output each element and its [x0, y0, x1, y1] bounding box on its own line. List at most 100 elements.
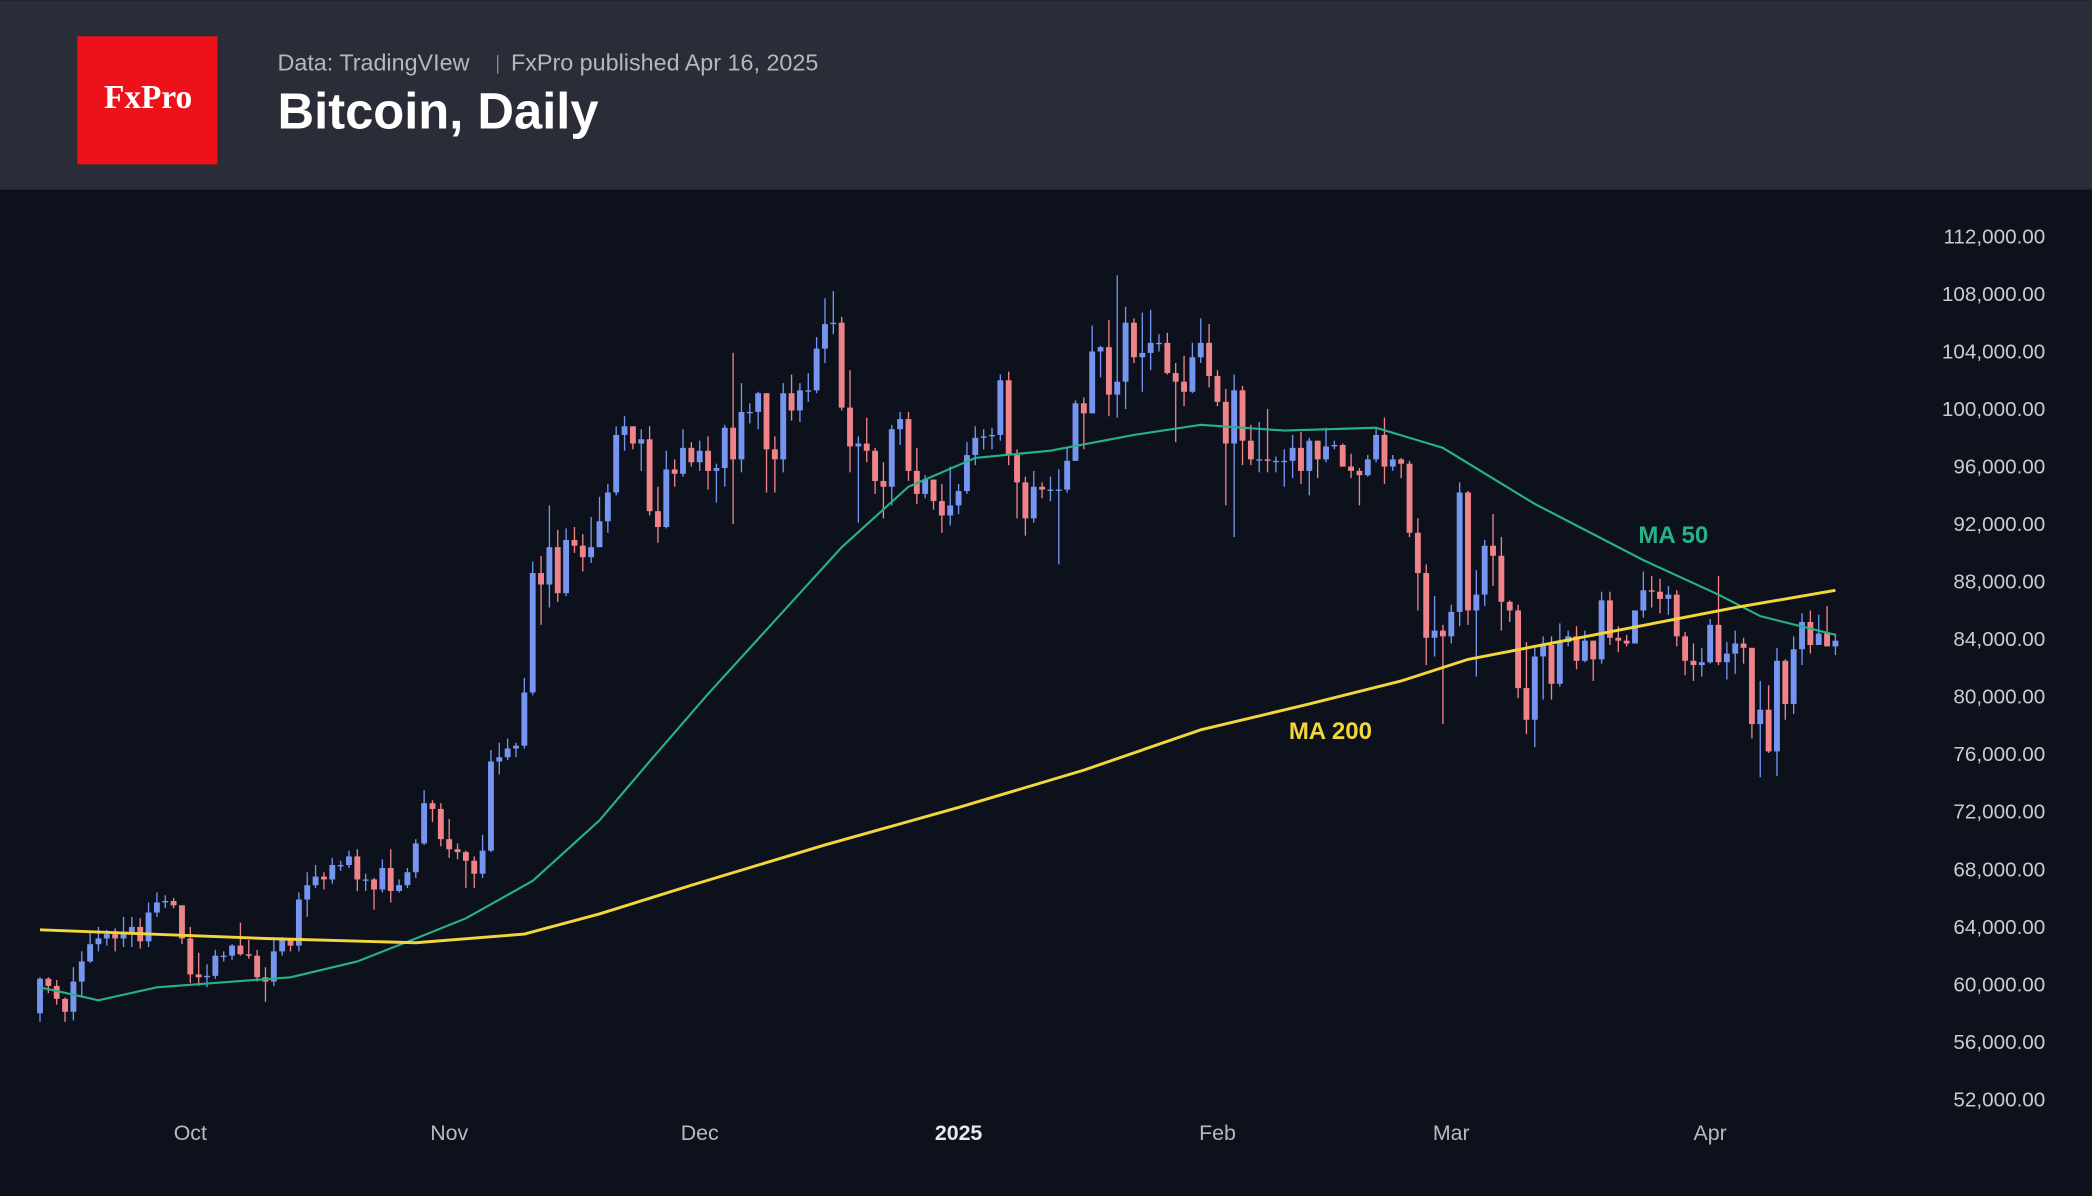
- candle-body: [905, 419, 912, 471]
- candle-body: [128, 926, 135, 935]
- candle-body: [663, 469, 670, 527]
- candle-body: [404, 872, 411, 886]
- candle-body: [1439, 630, 1446, 637]
- candle-body: [696, 450, 703, 463]
- candle-body: [304, 885, 311, 900]
- x-tick-label: Oct: [174, 1121, 207, 1145]
- y-tick-label: 76,000.00: [1953, 743, 2045, 766]
- logo: FxPro: [104, 79, 192, 116]
- candle-body: [805, 390, 812, 392]
- candle-body: [1698, 662, 1705, 666]
- candle-body: [437, 808, 444, 840]
- candle-body: [471, 860, 478, 874]
- candle-body: [963, 455, 970, 492]
- candle-body: [838, 322, 845, 408]
- candle-body: [62, 998, 68, 1012]
- candle-body: [1156, 342, 1162, 345]
- candle-body: [1298, 447, 1304, 471]
- candle-body: [179, 905, 185, 939]
- candle-body: [938, 501, 945, 516]
- candle-body: [170, 901, 177, 906]
- candle-body: [187, 938, 194, 975]
- candle-body: [571, 539, 578, 546]
- candle-body: [1707, 624, 1714, 663]
- candle-body: [554, 547, 561, 594]
- y-tick-label: 56,000.00: [1953, 1031, 2045, 1054]
- candle-body: [1523, 688, 1530, 720]
- candle-body: [621, 426, 628, 435]
- candle-body: [1615, 637, 1622, 641]
- candle-body: [1172, 373, 1179, 382]
- candle-body: [763, 393, 770, 450]
- candle-body: [379, 867, 386, 890]
- y-tick-label: 112,000.00: [1943, 225, 2045, 248]
- candle-body: [1039, 486, 1046, 490]
- ma-label: MA 200: [1289, 718, 1372, 745]
- candle-body: [972, 437, 979, 456]
- x-tick-label: Mar: [1433, 1121, 1470, 1145]
- candle-body: [1381, 434, 1388, 467]
- candle-body: [997, 380, 1004, 435]
- candle-body: [496, 757, 503, 762]
- candle-body: [1490, 545, 1496, 556]
- x-tick-label: 2025: [935, 1121, 983, 1145]
- candle-body: [1314, 440, 1321, 460]
- candle-body: [70, 981, 77, 1012]
- candle-body: [1164, 342, 1171, 374]
- candle-body: [830, 322, 837, 325]
- candle-body: [688, 447, 695, 463]
- candle-body: [796, 390, 803, 411]
- candle-body: [87, 944, 94, 962]
- candle-body: [1331, 444, 1338, 447]
- x-tick-label: Feb: [1199, 1121, 1236, 1145]
- y-tick-label: 60,000.00: [1953, 973, 2045, 996]
- header-bar: [0, 0, 2092, 190]
- candle-body: [521, 692, 528, 746]
- candle-body: [1348, 466, 1355, 471]
- candle-body: [229, 945, 236, 956]
- candle-body: [1214, 375, 1221, 402]
- candle-body: [788, 393, 795, 411]
- candle-body: [346, 856, 352, 866]
- chart-title: Bitcoin, Daily: [278, 82, 599, 139]
- candle-body: [1147, 342, 1154, 353]
- source: Data: TradingVIew: [278, 49, 470, 75]
- candle-body: [613, 434, 620, 493]
- candle-body: [354, 856, 361, 880]
- candle-body: [1448, 611, 1455, 637]
- candle-body: [1807, 621, 1814, 645]
- logo-box: [77, 36, 218, 165]
- candle-body: [1222, 401, 1229, 444]
- candle-body: [1657, 591, 1663, 599]
- candle-body: [1373, 434, 1380, 460]
- candle-body: [362, 879, 369, 881]
- candle-body: [237, 945, 244, 955]
- candle-body: [1423, 573, 1430, 638]
- ma-label: MA 50: [1638, 522, 1708, 549]
- y-tick-label: 72,000.00: [1953, 801, 2045, 824]
- candle-body: [1289, 447, 1296, 461]
- candle-body: [1556, 642, 1563, 684]
- candle-body: [112, 934, 119, 939]
- candle-body: [755, 393, 762, 412]
- candle-body: [1014, 455, 1020, 483]
- y-tick-label: 52,000.00: [1953, 1088, 2045, 1111]
- candle-body: [588, 547, 595, 558]
- candle-body: [847, 407, 853, 447]
- candle-body: [1122, 322, 1129, 382]
- candle-body: [270, 951, 277, 982]
- y-tick-label: 108,000.00: [1942, 283, 2045, 306]
- candle-body: [880, 480, 887, 487]
- candle-body: [1239, 390, 1246, 441]
- candle-body: [1005, 380, 1012, 456]
- candle-body: [1673, 594, 1680, 637]
- candle-body: [1481, 545, 1488, 595]
- candle-body: [1815, 633, 1822, 645]
- candle-body: [120, 934, 127, 939]
- y-tick-label: 68,000.00: [1953, 858, 2045, 881]
- x-tick-label: Nov: [430, 1121, 468, 1145]
- candle-body: [1581, 640, 1588, 661]
- candle-body: [1531, 656, 1538, 720]
- candle-body: [1097, 347, 1104, 352]
- candle-body: [1080, 403, 1087, 414]
